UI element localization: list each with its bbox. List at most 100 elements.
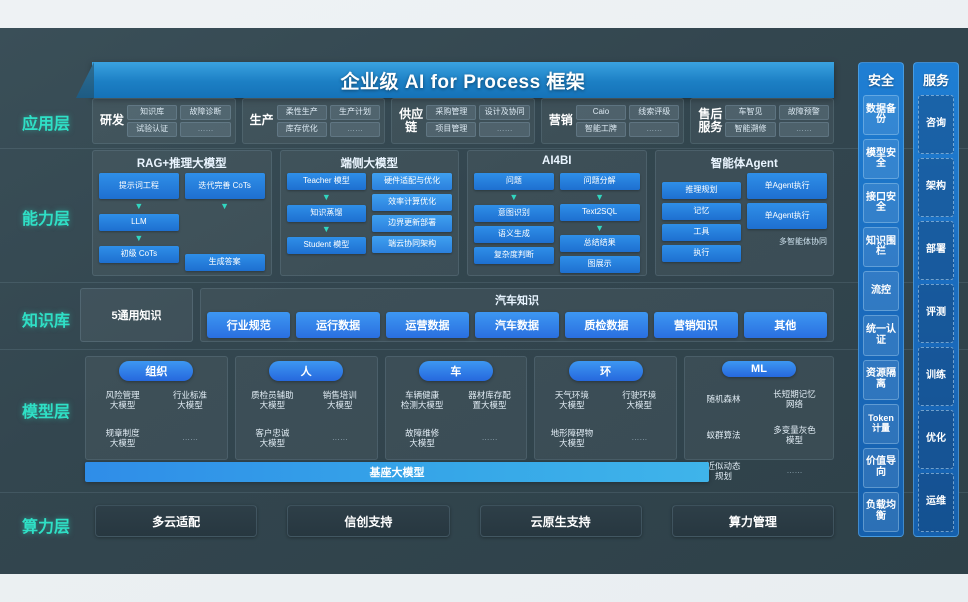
capability-panel-edge-model[interactable]: 端侧大模型 Teacher 模型 ▼ 知识蒸馏 ▼ Student 模型 硬件适… <box>279 150 459 276</box>
compute-button-xinchuang[interactable]: 信创支持 <box>287 505 450 537</box>
security-rail-item[interactable]: 接口安全 <box>863 183 899 224</box>
capability-node[interactable]: 单Agent执行 <box>747 203 827 229</box>
capability-node[interactable]: 硬件适配与优化 <box>372 173 452 190</box>
app-cell[interactable]: 试验认证 <box>127 122 178 137</box>
capability-node[interactable]: Teacher 模型 <box>286 173 367 190</box>
service-rail-item[interactable]: 架构 <box>918 158 954 217</box>
capability-node[interactable]: 边界更新部署 <box>372 215 452 232</box>
app-cell[interactable]: 车智见 <box>725 105 776 120</box>
model-panel-vehicle[interactable]: 车 车辆健康 检测大模型 器材库存配 置大模型 故障维修 大模型 …… <box>384 356 528 460</box>
app-cell[interactable]: 智能工牌 <box>575 122 627 137</box>
app-group-after-sales[interactable]: 售后服务 车智见 故障预警 智能溯修 …… <box>690 98 834 144</box>
capability-panel-ai4bi[interactable]: AI4BI 问题 ▼ 意图识别 语义生成 复杂度判断 问题分解 ▼ Text2S… <box>467 150 647 276</box>
service-rail-item[interactable]: 训练 <box>918 347 954 406</box>
capability-node[interactable]: 语义生成 <box>474 226 554 243</box>
capability-node[interactable]: 意图识别 <box>474 205 554 222</box>
capability-node[interactable]: 迭代完善 CoTs <box>184 173 265 199</box>
capability-node[interactable]: 知识蒸馏 <box>286 205 367 222</box>
model-cell[interactable]: 蚁群算法 <box>706 429 741 440</box>
capability-node[interactable]: 效率计算优化 <box>372 194 452 211</box>
security-rail-item[interactable]: 统一认证 <box>863 315 899 356</box>
knowledge-chip[interactable]: 行业规范 <box>207 312 291 338</box>
app-cell[interactable]: 采购管理 <box>426 105 477 120</box>
model-cell[interactable]: 故障维修 大模型 <box>405 427 440 448</box>
model-panel-organization[interactable]: 组织 风险管理 大模型 行业标准 大模型 规章制度 大模型 …… <box>85 356 228 460</box>
app-group-marketing[interactable]: 营销 Caio 线索评级 智能工牌 …… <box>540 98 685 144</box>
capability-node[interactable]: 工具 <box>661 224 742 241</box>
app-cell[interactable]: 知识库 <box>127 105 178 120</box>
app-cell-more[interactable]: …… <box>479 122 530 137</box>
model-cell[interactable]: 随机森林 <box>706 393 741 404</box>
app-cell[interactable]: 故障预警 <box>778 105 829 120</box>
model-cell[interactable]: 车辆健康 检测大模型 <box>400 389 444 410</box>
service-rail-item[interactable]: 运维 <box>918 473 954 532</box>
capability-panel-rag[interactable]: RAG+推理大模型 提示词工程 ▼ LLM ▼ 初级 CoTs 迭代完善 CoT… <box>92 150 272 276</box>
security-rail-item[interactable]: 模型安全 <box>863 139 899 180</box>
capability-node[interactable]: Text2SQL <box>559 204 640 221</box>
base-model-bar[interactable]: 基座大模型 <box>85 462 709 482</box>
compute-button-cloudnative[interactable]: 云原生支持 <box>479 505 642 537</box>
app-group-rd[interactable]: 研发 知识库 故障诊断 试验认证 …… <box>92 98 236 144</box>
model-cell[interactable]: 行业标准 大模型 <box>173 389 208 410</box>
knowledge-general-box[interactable]: 5通用知识 <box>80 288 193 342</box>
capability-node[interactable]: 端云协同架构 <box>372 236 452 253</box>
model-panel-ml[interactable]: ML 随机森林 长短期记忆 网络 蚁群算法 多变量灰色 模型 近似动态 规划 …… <box>684 356 834 481</box>
app-cell[interactable]: 库存优化 <box>276 122 327 137</box>
model-cell[interactable]: 地形障碍物 大模型 <box>550 427 594 448</box>
model-cell[interactable]: 长短期记忆 网络 <box>773 388 816 409</box>
capability-node[interactable]: 提示词工程 <box>99 173 179 199</box>
app-cell[interactable]: 故障诊断 <box>180 105 231 120</box>
model-cell-more[interactable]: …… <box>481 433 498 443</box>
capability-node[interactable]: LLM <box>99 214 179 231</box>
model-cell[interactable]: 风险管理 大模型 <box>105 389 140 410</box>
model-panel-environment[interactable]: 环 天气环境 大模型 行驶环境 大模型 地形障碍物 大模型 …… <box>534 356 677 460</box>
model-cell[interactable]: 器材库存配 置大模型 <box>468 389 511 410</box>
model-cell-more[interactable]: …… <box>631 433 648 443</box>
model-cell-more[interactable]: …… <box>786 466 803 476</box>
capability-node[interactable]: 问题 <box>474 173 554 190</box>
capability-node[interactable]: 复杂度判断 <box>474 247 554 264</box>
capability-node[interactable]: 单Agent执行 <box>747 173 827 199</box>
security-rail-item[interactable]: 流控 <box>863 271 899 312</box>
model-cell[interactable]: 多变量灰色 模型 <box>773 424 816 445</box>
app-cell-more[interactable]: …… <box>180 122 231 137</box>
knowledge-chip[interactable]: 汽车数据 <box>475 312 559 338</box>
compute-button-multicloud[interactable]: 多云适配 <box>95 505 258 537</box>
app-cell[interactable]: 线索评级 <box>629 105 680 120</box>
capability-panel-agent[interactable]: 智能体Agent 推理规划 记忆 工具 执行 单Agent执行 单Agent执行… <box>654 150 834 276</box>
service-rail-item[interactable]: 优化 <box>918 410 954 469</box>
app-cell[interactable]: Caio <box>575 105 627 120</box>
model-cell-more[interactable]: …… <box>182 433 199 443</box>
model-cell[interactable]: 客户忠诚 大模型 <box>255 427 290 448</box>
service-rail-item[interactable]: 评测 <box>918 284 954 343</box>
model-cell[interactable]: 近似动态 规划 <box>706 460 741 481</box>
knowledge-chip[interactable]: 运营数据 <box>385 312 470 338</box>
app-cell-more[interactable]: …… <box>329 122 381 137</box>
knowledge-chip[interactable]: 营销知识 <box>654 312 738 338</box>
security-rail-item[interactable]: 数据备份 <box>863 95 899 136</box>
app-cell[interactable]: 生产计划 <box>329 105 381 120</box>
capability-node[interactable]: 推理规划 <box>661 182 742 199</box>
security-rail-item[interactable]: 价值导向 <box>863 447 899 488</box>
app-cell-more[interactable]: …… <box>629 122 680 137</box>
app-group-supply-chain[interactable]: 供应链 采购管理 设计及协同 项目管理 …… <box>391 98 535 144</box>
model-cell[interactable]: 规章制度 大模型 <box>105 427 140 448</box>
model-cell[interactable]: 行驶环境 大模型 <box>622 389 657 410</box>
model-panel-people[interactable]: 人 质检员辅助 大模型 销售培训 大模型 客户忠诚 大模型 …… <box>234 356 378 460</box>
service-rail-item[interactable]: 部署 <box>918 221 954 280</box>
app-cell-more[interactable]: …… <box>778 122 829 137</box>
capability-node[interactable]: 初级 CoTs <box>99 246 179 263</box>
knowledge-chip[interactable]: 运行数据 <box>296 312 380 338</box>
security-rail-item[interactable]: 负载均衡 <box>863 491 899 532</box>
capability-node[interactable]: 问题分解 <box>559 173 640 190</box>
capability-node[interactable]: Student 模型 <box>286 237 367 254</box>
knowledge-chip[interactable]: 质检数据 <box>564 312 649 338</box>
security-rail-item[interactable]: 资源隔离 <box>863 359 899 400</box>
capability-node[interactable]: 图展示 <box>559 256 640 273</box>
capability-node[interactable]: 生成答案 <box>184 254 265 271</box>
app-group-production[interactable]: 生产 柔性生产 生产计划 库存优化 …… <box>241 98 386 144</box>
compute-button-management[interactable]: 算力管理 <box>671 505 834 537</box>
service-rail-item[interactable]: 咨询 <box>918 95 954 154</box>
model-cell[interactable]: 天气环境 大模型 <box>554 389 589 410</box>
model-cell-more[interactable]: …… <box>331 433 348 443</box>
